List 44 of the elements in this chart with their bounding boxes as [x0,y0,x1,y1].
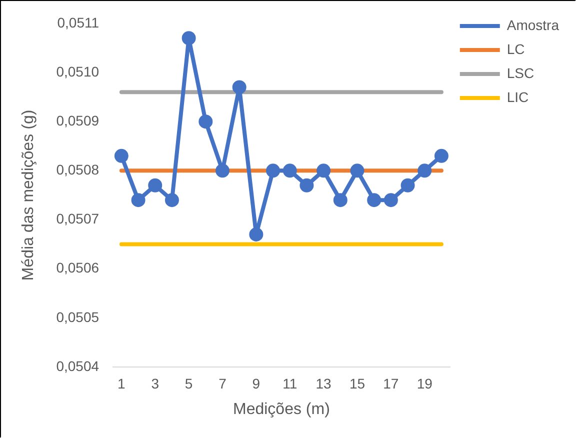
point [164,193,179,208]
point [350,164,364,178]
y-axis-title: Média das medições (g) [20,110,38,281]
x-tick-label: 7 [218,375,227,392]
point [282,164,297,178]
legend-label: LC [506,40,525,57]
point [114,148,128,163]
point [198,114,213,129]
point [434,148,448,163]
y-tick-label: 0,0509 [56,112,100,128]
x-axis-title: Medições (m) [232,400,330,418]
point [300,178,314,192]
x-tick-label: 13 [316,375,332,392]
x-tick-label: 3 [151,375,160,392]
legend-label: LIC [506,88,529,105]
point [384,193,398,208]
y-tick-label: 0,0506 [56,260,100,276]
x-tick-label: 17 [383,375,399,392]
legend-label: Amostra [506,16,560,33]
point [182,31,196,46]
x-tick-label: 15 [349,375,366,392]
y-tick-label: 0,0504 [56,358,100,374]
y-tick-label: 0,0507 [56,210,100,227]
x-tick-label: 11 [282,375,298,392]
y-tick-label: 0,0508 [56,162,100,178]
x-tick-label: 19 [416,375,433,392]
point [232,80,246,94]
x-tick-label: 1 [118,375,126,392]
y-tick-label: 0,0510 [56,63,100,80]
point [400,178,415,192]
x-tick-label: 9 [252,375,260,392]
legend-label: LSC [506,64,534,81]
y-tick-label: 0,0505 [56,308,100,325]
y-tick-label: 0,0511 [57,14,100,30]
point [249,227,264,242]
point [367,193,382,208]
point [333,193,348,208]
point [418,164,432,178]
x-tick-label: 5 [184,375,193,392]
point [266,164,280,178]
point [316,164,331,178]
point [148,178,162,192]
point [216,164,230,178]
point [131,193,146,208]
